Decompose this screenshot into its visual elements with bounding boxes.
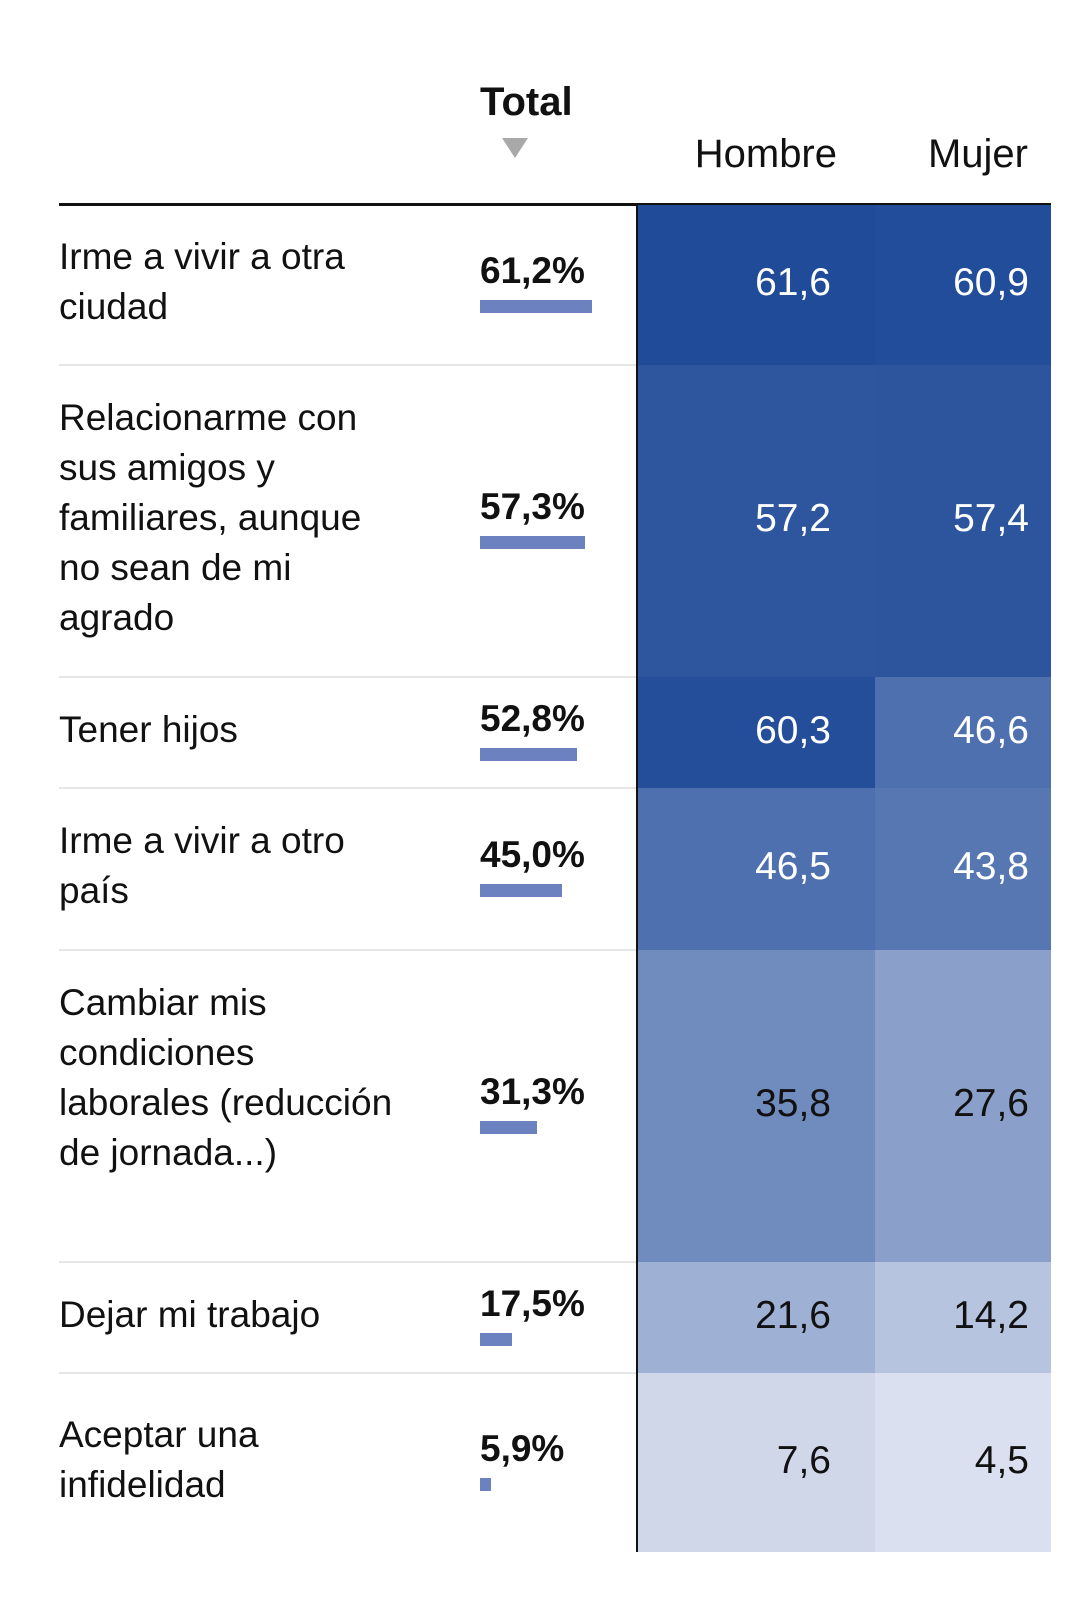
cell-mujer-value: 4,5: [974, 1438, 1029, 1482]
cell-mujer: 27,6: [875, 950, 1051, 1262]
cell-hombre-value: 21,6: [755, 1293, 831, 1337]
row-label: Irme a vivir a otro país: [59, 820, 345, 911]
total-bar: [480, 884, 562, 897]
row-label: Irme a vivir a otra ciudad: [59, 236, 345, 327]
cell-mujer-value: 43,8: [953, 845, 1029, 888]
cell-mujer-value: 57,4: [953, 497, 1029, 540]
column-header-total[interactable]: Total: [480, 80, 573, 124]
cell-mujer-value: 27,6: [953, 1082, 1029, 1125]
total-bar: [480, 747, 577, 761]
total-bar: [480, 300, 592, 313]
cell-hombre-value: 61,6: [755, 261, 831, 304]
cell-mujer-value: 14,2: [953, 1293, 1029, 1337]
row-separator: [59, 1372, 637, 1374]
total-value: 61,2%: [480, 250, 585, 291]
row-separator: [59, 676, 637, 678]
sort-down-icon[interactable]: [502, 138, 528, 158]
cell-mujer: 43,8: [875, 788, 1051, 950]
cell-hombre-value: 57,2: [755, 497, 831, 540]
cell-hombre-value: 60,3: [755, 708, 831, 752]
total-value: 5,9%: [480, 1427, 565, 1469]
cell-hombre: 21,6: [637, 1262, 875, 1373]
row-separator: [59, 1261, 637, 1263]
cell-hombre: 46,5: [637, 788, 875, 950]
total-value: 17,5%: [480, 1282, 585, 1324]
cell-mujer: 57,4: [875, 365, 1051, 677]
total-value: 31,3%: [480, 1071, 585, 1112]
cell-mujer-value: 46,6: [953, 708, 1029, 752]
cell-hombre: 7,6: [637, 1373, 875, 1552]
row-separator: [59, 364, 637, 366]
cell-hombre-value: 7,6: [776, 1438, 831, 1482]
row-label: Tener hijos: [59, 708, 238, 750]
header-rule: [59, 203, 1051, 206]
cell-mujer: 46,6: [875, 677, 1051, 788]
total-bar: [480, 1121, 537, 1134]
cell-mujer: 14,2: [875, 1262, 1051, 1373]
row-label: Dejar mi trabajo: [59, 1293, 321, 1335]
cell-hombre-value: 46,5: [755, 845, 831, 888]
row-label: Relacionarme con sus amigos y familiares…: [59, 397, 362, 638]
row-separator: [59, 787, 637, 789]
cell-hombre-value: 35,8: [755, 1082, 831, 1125]
column-header-hombre[interactable]: Hombre: [694, 132, 837, 176]
cell-hombre: 60,3: [637, 677, 875, 788]
cell-hombre: 61,6: [637, 205, 875, 365]
cell-hombre: 57,2: [637, 365, 875, 677]
row-label: Cambiar mis condiciones laborales (reduc…: [59, 982, 393, 1173]
total-bar: [480, 1477, 491, 1491]
total-bar: [480, 1332, 512, 1346]
column-divider: [636, 205, 638, 1552]
total-bar: [480, 536, 585, 549]
column-header-mujer[interactable]: Mujer: [927, 132, 1028, 176]
row-label: Aceptar una infidelidad: [59, 1413, 259, 1505]
cell-mujer-value: 60,9: [953, 261, 1029, 304]
total-value: 45,0%: [480, 834, 585, 875]
total-value: 57,3%: [480, 486, 585, 527]
cell-mujer: 60,9: [875, 205, 1051, 365]
cell-hombre: 35,8: [637, 950, 875, 1262]
row-separator: [59, 949, 637, 951]
total-value: 52,8%: [480, 697, 585, 739]
cell-mujer: 4,5: [875, 1373, 1051, 1552]
